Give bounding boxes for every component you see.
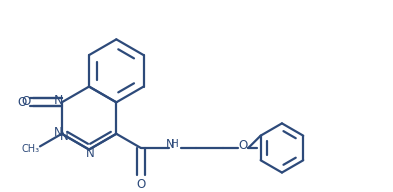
Text: O: O [18, 96, 27, 109]
Text: N: N [86, 147, 94, 160]
Text: O: O [136, 178, 145, 191]
Text: O: O [21, 95, 30, 108]
Text: O: O [239, 140, 248, 152]
Text: N: N [54, 94, 64, 107]
Text: N: N [53, 126, 62, 139]
Text: N: N [61, 130, 69, 143]
Text: H: H [171, 139, 179, 149]
Text: N: N [166, 137, 174, 151]
Text: CH₃: CH₃ [21, 144, 39, 154]
